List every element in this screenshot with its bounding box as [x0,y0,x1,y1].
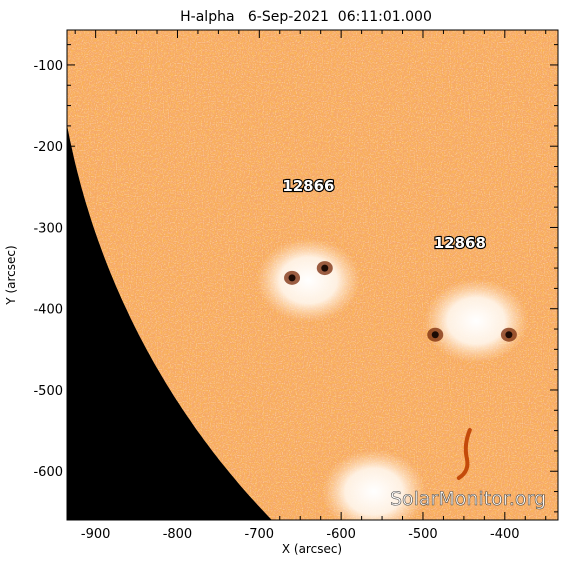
plot-frame [66,29,559,521]
x-tick-label: -500 [408,527,438,542]
sunspot-umbra [431,331,439,339]
features-layer [256,238,529,520]
x-tick-label: -600 [326,527,356,542]
plot-area: 12866 12868 SolarMonitor.org [67,30,558,520]
y-axis-ticks: -100 -200 -300 -400 -500 -600 [33,44,558,513]
x-tick-label: -400 [490,527,520,542]
plage-region [321,449,426,520]
plage-region [424,278,529,363]
off-limb-space [67,124,272,520]
watermark: SolarMonitor.org [390,488,546,510]
figure-title: H-alpha 6-Sep-2021 06:11:01.000 [180,9,432,25]
x-axis-label: X (arcsec) [282,542,342,556]
plage-region [256,238,361,323]
y-tick-label: -300 [33,221,63,236]
x-tick-label: -700 [245,527,275,542]
y-axis-label: Y (arcsec) [4,245,18,305]
sunspot-umbra [505,331,513,339]
x-tick-label: -900 [81,527,111,542]
active-region-label: 12866 [282,177,334,195]
y-tick-label: -500 [33,384,63,399]
y-tick-label: -100 [33,59,63,74]
active-region-labels: 12866 12868 [281,176,487,253]
filament [456,427,472,480]
sunspot-umbra [288,274,296,282]
active-region-label: 12868 [434,234,486,252]
sunspot-umbra [321,264,329,272]
y-tick-label: -200 [33,140,63,155]
x-tick-label: -800 [163,527,193,542]
y-tick-label: -600 [33,465,63,480]
y-tick-label: -400 [33,303,63,318]
x-axis-ticks: -900 -800 -700 -600 -500 -400 [74,30,547,542]
